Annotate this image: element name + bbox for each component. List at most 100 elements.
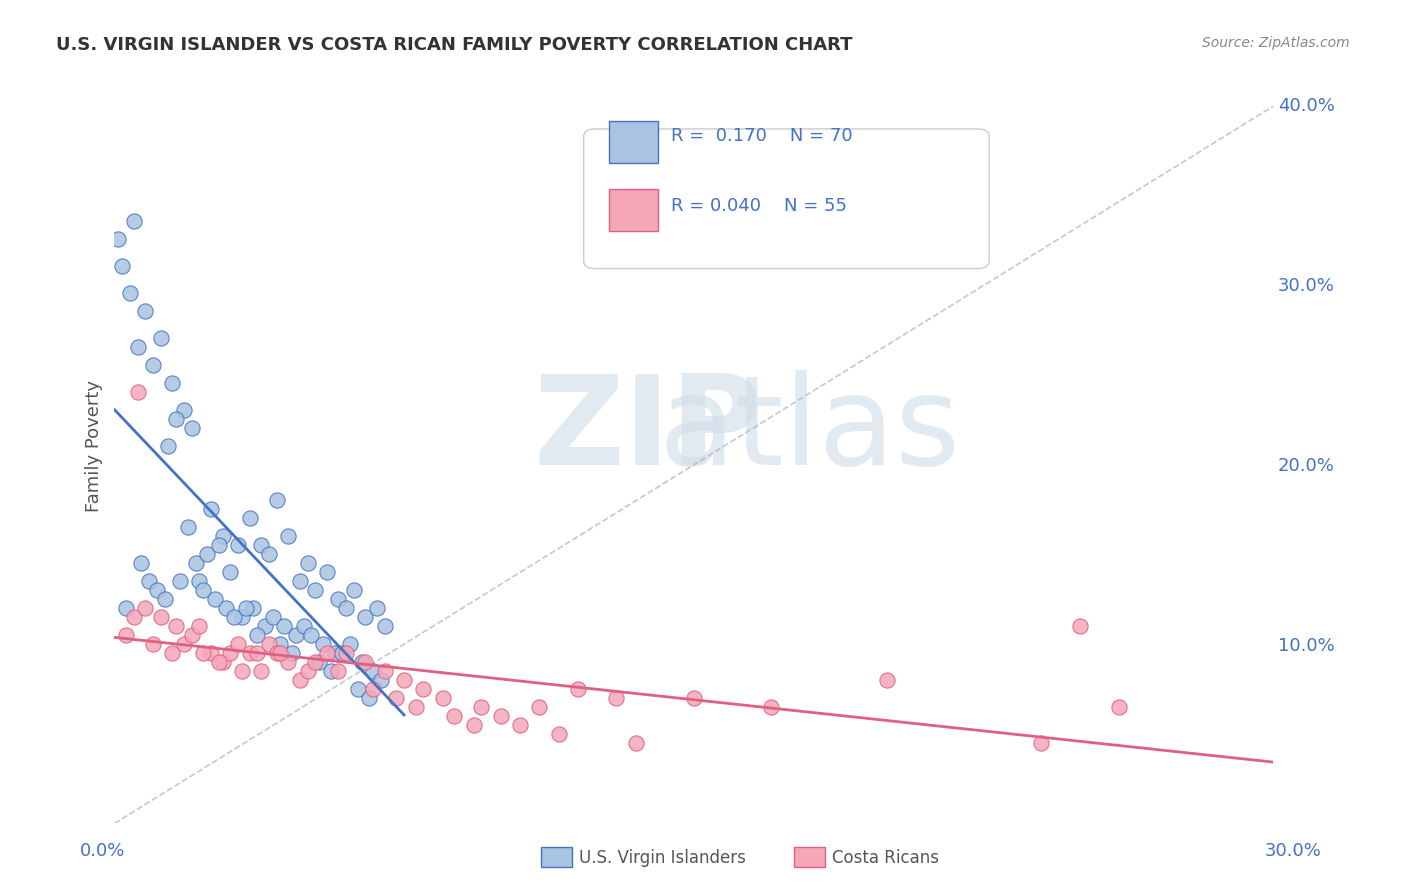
Point — [876, 673, 898, 687]
Text: ZIP: ZIP — [533, 370, 762, 491]
Point — [131, 556, 153, 570]
Point — [308, 655, 330, 669]
Point — [277, 529, 299, 543]
Point — [304, 655, 326, 669]
Point — [284, 628, 307, 642]
Point — [328, 664, 350, 678]
Point — [412, 681, 434, 696]
Point — [759, 699, 782, 714]
Point — [257, 547, 280, 561]
Y-axis label: Family Poverty: Family Poverty — [86, 380, 103, 512]
Point — [149, 331, 172, 345]
Point — [374, 664, 396, 678]
Point — [215, 600, 238, 615]
Point — [624, 736, 647, 750]
Point — [235, 600, 257, 615]
Point — [226, 637, 249, 651]
Point — [443, 708, 465, 723]
Point — [335, 600, 357, 615]
Bar — [609, 121, 658, 163]
Point — [297, 556, 319, 570]
Point — [226, 538, 249, 552]
Point — [315, 565, 337, 579]
Point — [162, 376, 184, 390]
Point — [127, 385, 149, 400]
Point — [529, 699, 551, 714]
Point — [1069, 619, 1091, 633]
Point — [111, 259, 134, 273]
Point — [361, 681, 384, 696]
Text: atlas: atlas — [658, 370, 960, 491]
Point — [277, 655, 299, 669]
Point — [385, 690, 408, 705]
Point — [211, 529, 233, 543]
Text: R =  0.170    N = 70: R = 0.170 N = 70 — [671, 128, 852, 145]
Point — [149, 609, 172, 624]
Point — [354, 609, 377, 624]
Text: Costa Ricans: Costa Ricans — [832, 849, 939, 867]
Point — [288, 673, 311, 687]
Point — [567, 681, 589, 696]
Point — [330, 646, 353, 660]
Point — [319, 664, 342, 678]
Point — [299, 628, 322, 642]
Bar — [609, 189, 658, 231]
Point — [266, 492, 288, 507]
Point — [361, 664, 384, 678]
Point — [193, 646, 215, 660]
Point — [115, 600, 138, 615]
Point — [239, 646, 262, 660]
Point — [107, 232, 129, 246]
Point — [288, 574, 311, 588]
Point — [188, 619, 211, 633]
Point — [370, 673, 392, 687]
Point — [262, 609, 284, 624]
Point — [122, 214, 145, 228]
Point — [142, 358, 165, 372]
Point — [219, 646, 242, 660]
Text: U.S. Virgin Islanders: U.S. Virgin Islanders — [579, 849, 747, 867]
Point — [509, 717, 531, 731]
Point — [211, 655, 233, 669]
Point — [1108, 699, 1130, 714]
Point — [122, 609, 145, 624]
Point — [335, 646, 357, 660]
Point — [219, 565, 242, 579]
Point — [470, 699, 492, 714]
Point — [366, 600, 388, 615]
Point — [184, 556, 207, 570]
Point — [281, 646, 304, 660]
Point — [257, 637, 280, 651]
Point — [605, 690, 627, 705]
Point — [489, 708, 512, 723]
Point — [463, 717, 485, 731]
Point — [239, 511, 262, 525]
Point — [292, 619, 315, 633]
Point — [405, 699, 427, 714]
Point — [146, 582, 169, 597]
Point — [127, 340, 149, 354]
Point — [354, 655, 377, 669]
Point — [165, 412, 187, 426]
Point — [200, 502, 222, 516]
Point — [200, 646, 222, 660]
Point — [547, 726, 569, 740]
Point — [142, 637, 165, 651]
Point — [134, 304, 156, 318]
Point — [304, 582, 326, 597]
Text: Source: ZipAtlas.com: Source: ZipAtlas.com — [1202, 36, 1350, 50]
Point — [269, 637, 291, 651]
Point — [165, 619, 187, 633]
Point — [297, 664, 319, 678]
Point — [246, 628, 269, 642]
Point — [115, 628, 138, 642]
Point — [312, 637, 335, 651]
Point — [432, 690, 454, 705]
Point — [246, 646, 269, 660]
Point — [177, 520, 200, 534]
Point — [231, 609, 253, 624]
Text: U.S. VIRGIN ISLANDER VS COSTA RICAN FAMILY POVERTY CORRELATION CHART: U.S. VIRGIN ISLANDER VS COSTA RICAN FAMI… — [56, 36, 853, 54]
Point — [250, 664, 273, 678]
Text: 0.0%: 0.0% — [80, 842, 125, 860]
Point — [350, 655, 373, 669]
